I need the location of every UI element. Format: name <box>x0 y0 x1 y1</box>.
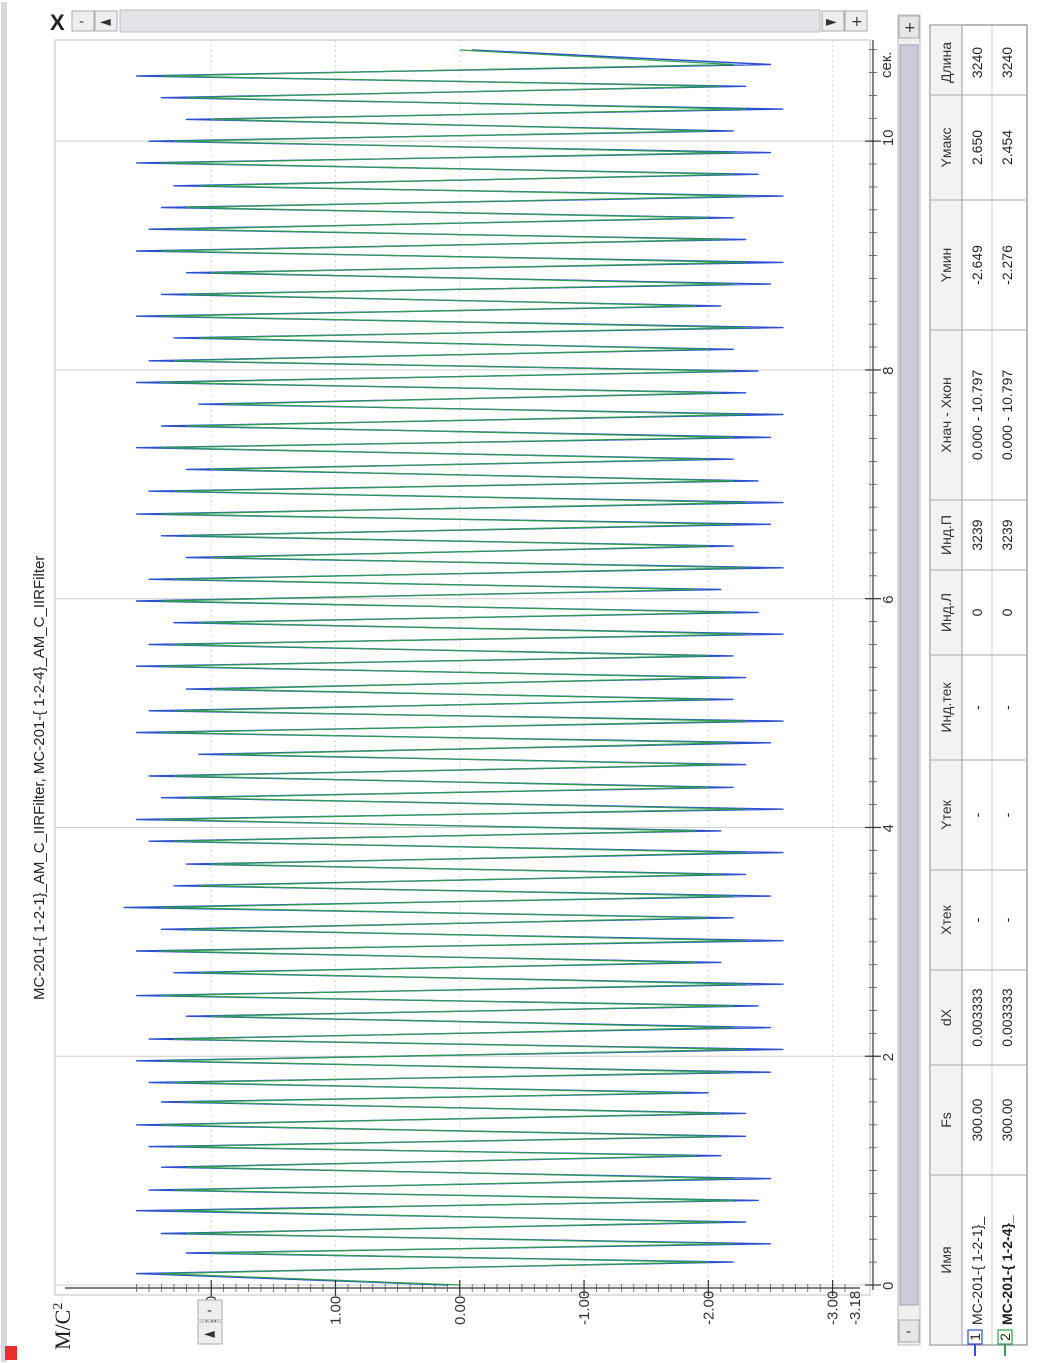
table-cell-r2-c6: 0 <box>999 608 1015 616</box>
x-tick-label-2: 4 <box>880 824 897 832</box>
table-cell-r1-c9: -2.649 <box>969 245 985 285</box>
y-tick-label-4: -2.00 <box>700 1291 717 1325</box>
table-header-9[interactable]: Yмин <box>938 248 954 283</box>
y-axis-unit: M/C2 <box>50 1303 75 1350</box>
table-cell-r1-c0[interactable]: MC-201-{ 1-2-1}_ <box>969 1217 985 1325</box>
y-min-label: -3.18 <box>847 1291 864 1325</box>
table-cell-r1-c3: - <box>969 917 985 922</box>
x-tick-label-3: 6 <box>880 595 897 603</box>
table-cell-r2-c0[interactable]: MC-201-{ 1-2-4}_ <box>999 1215 1015 1325</box>
x-scrollbar-thumb[interactable] <box>899 44 919 1306</box>
table-cell-r2-c7: 3239 <box>999 519 1015 550</box>
y-tick-label-1: 1.00 <box>327 1296 344 1325</box>
table-header-6[interactable]: Инд.Л <box>938 593 954 632</box>
x-zoom-out-button[interactable] <box>898 1319 920 1343</box>
y-tick-label-5: -3.00 <box>825 1291 842 1325</box>
panel-scroll-left-button[interactable] <box>197 1321 223 1345</box>
table-cell-r1-c10: 2.650 <box>969 130 985 165</box>
y-zoom-out-button[interactable] <box>71 10 95 32</box>
table-cell-r2-c8: 0.000 - 10.797 <box>999 370 1015 461</box>
table-header-band <box>929 24 963 1346</box>
table-header-10[interactable]: Yмакс <box>938 127 954 167</box>
table-cell-r1-c5: - <box>969 705 985 710</box>
table-header-5[interactable]: Инд.тек <box>938 682 954 733</box>
y-scrollbar-track[interactable] <box>119 9 821 33</box>
y-scroll-left-button[interactable] <box>94 10 118 32</box>
panel-minus-button[interactable] <box>197 1299 223 1321</box>
table-header-4[interactable]: Yтек <box>938 799 954 829</box>
lower-controls: ◄ - <box>197 1299 223 1345</box>
chart-title: MC-201-{ 1-2-1}_AM_C_IIRFilter, MC-201-{… <box>31 556 48 1000</box>
table-header-2[interactable]: dX <box>938 1008 954 1026</box>
channel-table: Имя Fs dX Xтек Yтек Инд.тек Инд.Л Инд.П Xнач - X… <box>929 24 1028 1356</box>
x-tick-label-4: 8 <box>880 367 897 375</box>
table-cell-r2-c3: - <box>999 917 1015 922</box>
x-axis-unit: сек. <box>878 51 895 78</box>
x-scrollbar[interactable]: + - <box>897 14 921 1346</box>
table-cell-r1-c11: 3240 <box>969 47 985 78</box>
close-icon[interactable]: X <box>50 10 65 35</box>
y-tick-label-2: 0.00 <box>452 1296 469 1325</box>
x-zoom-in-button[interactable] <box>898 15 920 39</box>
panel-minus-glyph: - <box>207 1303 212 1319</box>
table-cell-r1-c8: 0.000 - 10.797 <box>969 370 985 461</box>
y-tick-label-3: -1.00 <box>576 1291 593 1325</box>
y-scrollbar[interactable]: ◄ ► + - X <box>50 9 868 35</box>
x-axis: 0 2 4 6 8 10 <box>865 40 897 1290</box>
table-cell-r2-c9: -2.276 <box>999 245 1015 285</box>
series-line-2 <box>160 49 747 1286</box>
table-cell-r1-c6: 0 <box>969 608 985 616</box>
y-zoom-out-glyph: - <box>79 14 84 30</box>
table-cell-r2-c11: 3240 <box>999 47 1015 78</box>
table-cell-r1-c1: 300.00 <box>969 1098 985 1141</box>
y-zoom-in-button[interactable] <box>844 10 868 32</box>
table-cell-r2-c1: 300.00 <box>999 1098 1015 1141</box>
table-cell-r1-c2: 0.003333 <box>969 988 985 1047</box>
table-cell-r1-c7: 3239 <box>969 519 985 550</box>
y-scroll-right-button[interactable] <box>821 10 845 32</box>
y-scroll-right-glyph: ► <box>826 14 837 30</box>
table-cell-r2-c4: - <box>999 812 1015 817</box>
table-header-11[interactable]: Длина <box>938 42 954 83</box>
table-cell-r2-c10: 2.454 <box>999 130 1015 165</box>
table-row-2-number: 2 <box>997 1333 1013 1341</box>
table-cell-r2-c2: 0.003333 <box>999 988 1015 1047</box>
series-layer <box>123 49 784 1286</box>
y-scroll-left-glyph: ◄ <box>100 14 111 30</box>
table-header-0[interactable]: Имя <box>938 1246 954 1273</box>
x-zoom-out-glyph: - <box>906 1324 911 1340</box>
x-zoom-in-glyph: + <box>904 20 916 36</box>
left-window-edge <box>1 2 7 1362</box>
table-header-1[interactable]: Fs <box>938 1112 954 1128</box>
y-axis: 2.001.000.00-1.00-2.00-3.00-3.18 <box>65 1280 864 1325</box>
x-tick-label-5: 10 <box>880 129 897 146</box>
table-cell-r1-c4: - <box>969 812 985 817</box>
x-tick-label-1: 2 <box>880 1053 897 1061</box>
panel-scroll-left-glyph: ◄ <box>204 1326 215 1342</box>
x-tick-label-0: 0 <box>880 1282 897 1290</box>
y-axis-unit-label: M/C2 <box>50 1303 75 1350</box>
table-row-1-number: 1 <box>967 1333 983 1341</box>
app-icon <box>5 1346 17 1360</box>
chart-title-strip: MC-201-{ 1-2-1}_AM_C_IIRFilter, MC-201-{… <box>31 556 48 1000</box>
y-zoom-in-glyph: + <box>851 14 863 30</box>
table-header-7[interactable]: Инд.П <box>938 515 954 555</box>
table-header-8[interactable]: Xнач - Xкон <box>938 377 954 452</box>
table-cell-r2-c5: - <box>999 705 1015 710</box>
table-header-3[interactable]: Xтек <box>938 904 954 934</box>
